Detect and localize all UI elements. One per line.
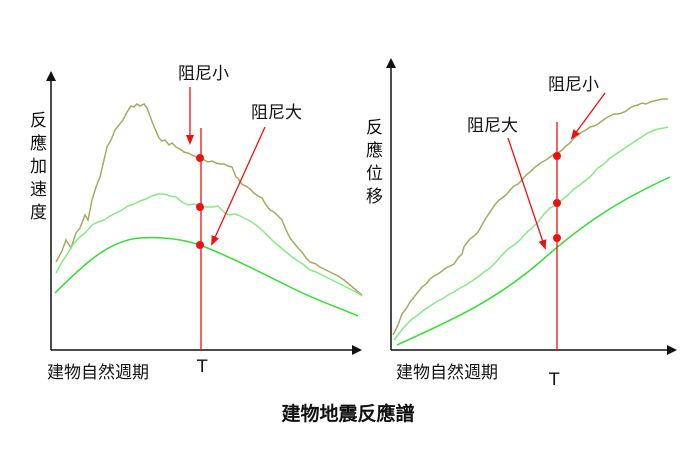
left-marker-mid-damping [196,203,204,211]
figure-caption: 建物地震反應譜 [281,402,414,425]
left-arrow-high-damping [211,126,266,246]
left-y-label-char: 度 [30,203,47,223]
displacement-spectrum-chart: 阻尼小 阻尼大 反 應 位 移 建物自然週期 T [366,58,677,390]
right-arrow-high-damping [507,137,547,250]
left-x-axis-label: 建物自然週期 [47,363,149,383]
right-curve-low-damping [392,98,668,336]
right-y-label-char: 位 [366,164,383,184]
left-curve-low-damping [55,103,363,296]
right-curve-mid-damping [393,126,669,341]
right-marker-low-damping [553,152,561,160]
right-annotation-low-damping: 阻尼小 [548,75,599,95]
left-y-axis-label: 反 應 加 速 度 [30,111,47,223]
right-marker-mid-damping [553,199,561,207]
right-y-axis-label: 反 應 位 移 [366,118,383,207]
left-annotation-low-damping: 阻尼小 [178,64,229,84]
right-y-label-char: 反 [366,118,383,138]
left-y-label-char: 加 [30,157,47,177]
left-y-label-char: 應 [30,133,47,154]
right-annotation-high-damping: 阻尼大 [467,116,518,136]
right-y-label-char: 應 [366,140,383,161]
left-annotation-high-damping: 阻尼大 [251,103,302,123]
right-period-label: T [548,370,560,390]
left-marker-low-damping [196,154,204,162]
acceleration-spectrum-chart: 阻尼小 阻尼大 反 應 加 速 度 建物自然週期 T [30,64,363,383]
left-curve-high-damping [54,236,359,317]
right-curve-high-damping [396,176,671,346]
left-marker-high-damping [196,241,204,249]
right-y-label-char: 移 [366,187,383,207]
left-y-label-char: 速 [30,180,47,200]
left-curve-mid-damping [55,193,363,297]
right-marker-high-damping [553,234,561,242]
right-x-axis-label: 建物自然週期 [396,363,498,383]
left-period-label: T [196,357,208,377]
right-arrow-low-damping [570,92,606,140]
left-y-label-char: 反 [30,111,47,131]
